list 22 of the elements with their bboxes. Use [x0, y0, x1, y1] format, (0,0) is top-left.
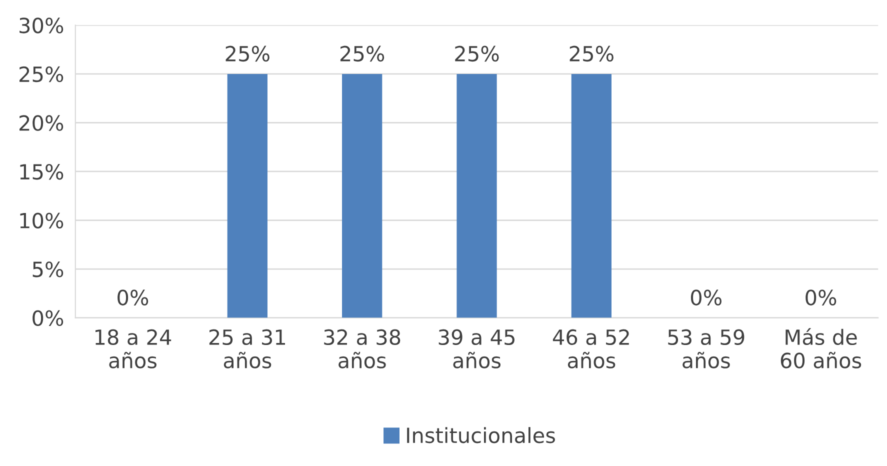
x-tick-label: 39 a 45 años	[438, 329, 514, 368]
y-tick-label: 20%	[20, 115, 64, 131]
data-label: 0%	[690, 290, 722, 306]
x-tick-label: Más de 60 años	[780, 328, 862, 368]
legend-label: Institucionales	[407, 427, 555, 444]
y-tick-label: 0%	[32, 310, 64, 326]
y-tick-label: 15%	[20, 164, 64, 180]
x-tick-label: 32 a 38 años	[324, 329, 400, 368]
y-tick-label: 10%	[20, 212, 64, 228]
data-label: 0%	[806, 290, 836, 306]
x-tick-label: 53 a 59 años	[668, 329, 744, 368]
data-label: 25%	[340, 46, 384, 62]
data-label: 0%	[118, 290, 148, 306]
y-tick-label: 25%	[20, 66, 64, 82]
x-tick-label: 25 a 31 años	[209, 329, 285, 368]
x-tick-label: 46 a 52 años	[552, 329, 629, 368]
data-label: 25%	[226, 46, 270, 62]
data-label: 25%	[455, 46, 499, 62]
y-tick-label: 5%	[32, 261, 64, 278]
data-label: 25%	[570, 46, 614, 62]
y-tick-label: 30%	[20, 18, 64, 34]
x-tick-label: 18 a 24 años	[96, 329, 172, 368]
